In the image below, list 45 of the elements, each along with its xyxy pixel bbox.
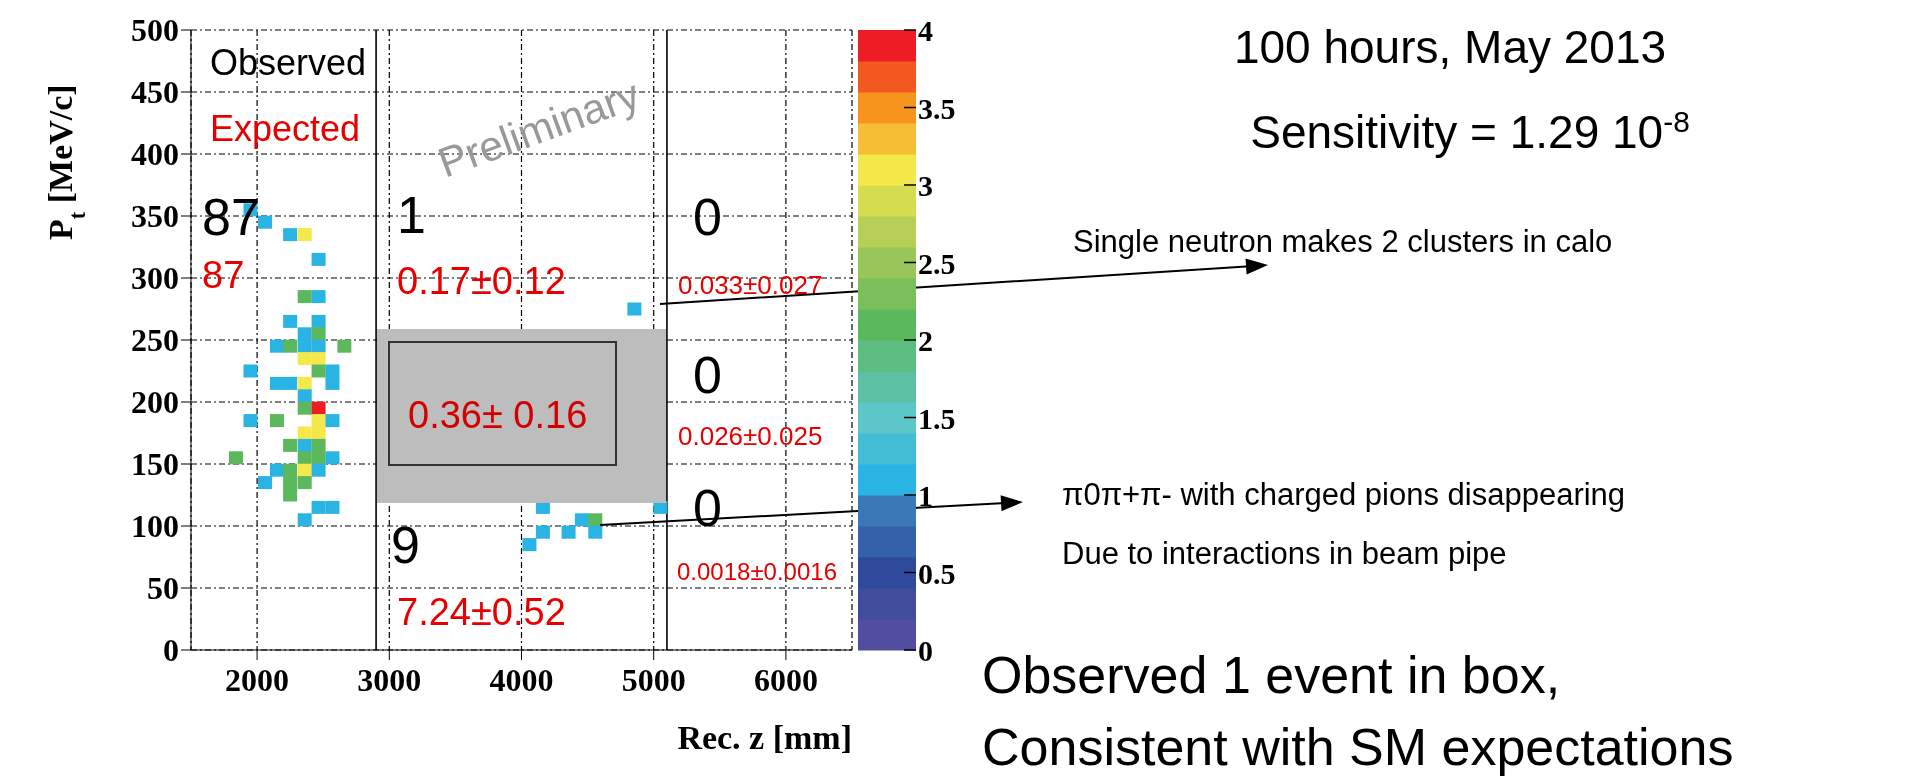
annotation: 0.17±0.12: [397, 260, 566, 302]
color-bar-label: 2: [918, 324, 933, 357]
annotation: 0.026±0.025: [678, 421, 823, 451]
y-tick-label: 0: [163, 632, 179, 669]
x-tick-label: 2000: [225, 661, 290, 698]
color-bar-label: 0: [918, 634, 933, 667]
text: 100 hours, May 2013: [1233, 21, 1667, 73]
x-tick-label: 5000: [621, 661, 686, 698]
y-tick-label: 50: [147, 570, 179, 607]
annotation: Expected: [210, 108, 361, 149]
y-tick-label: 200: [131, 384, 179, 421]
y-tick-label: 350: [131, 198, 179, 235]
text: Observed 1 event in box, Consistent with SM expectations: [982, 646, 1734, 776]
annotation: Observed: [210, 42, 367, 83]
annotation: 87: [202, 254, 245, 296]
x-tick-label: 4000: [489, 661, 554, 698]
annotation: 0: [693, 188, 722, 246]
color-bar-label: 3.5: [918, 91, 956, 125]
text: π0π+π- with charged pions disappearing Due to interactions in beam pipe: [1062, 477, 1626, 571]
y-tick-label: 150: [131, 446, 179, 483]
annotation: 0: [693, 346, 722, 404]
y-tick-label: 400: [131, 136, 179, 173]
y-tick-label: 500: [131, 12, 179, 49]
annotation: 87: [202, 188, 260, 246]
annotation: 9: [391, 516, 420, 574]
annotation: 0.033±0.027: [678, 270, 823, 300]
color-bar-label: 1.5: [918, 401, 956, 435]
annotation: 7.24±0.52: [397, 591, 566, 633]
color-bar-label: 2.5: [918, 246, 956, 280]
text: Sensitivity = 1.29 10$^{-8}$: [1250, 104, 1690, 158]
y-tick-label: 250: [131, 322, 179, 359]
y-tick-label: 300: [131, 260, 179, 297]
x-tick-label: 3000: [357, 661, 422, 698]
x-axis-title: Rec. z [mm]: [677, 719, 852, 756]
color-bar-label: 0.5: [918, 556, 956, 590]
annotation: 0.0018±0.0016: [677, 558, 837, 585]
text: Single neutron makes 2 clusters in calo: [1073, 224, 1613, 259]
color-bar-label: 3: [918, 169, 933, 202]
x-tick-label: 6000: [753, 661, 818, 698]
color-bar-label: 4: [918, 14, 933, 47]
y-tick-label: 450: [131, 74, 179, 111]
annotation: 0.36± 0.16: [408, 394, 588, 436]
y-tick-label: 100: [131, 508, 179, 545]
annotation: 1: [397, 186, 426, 244]
color-bar-label: 1: [918, 479, 933, 512]
